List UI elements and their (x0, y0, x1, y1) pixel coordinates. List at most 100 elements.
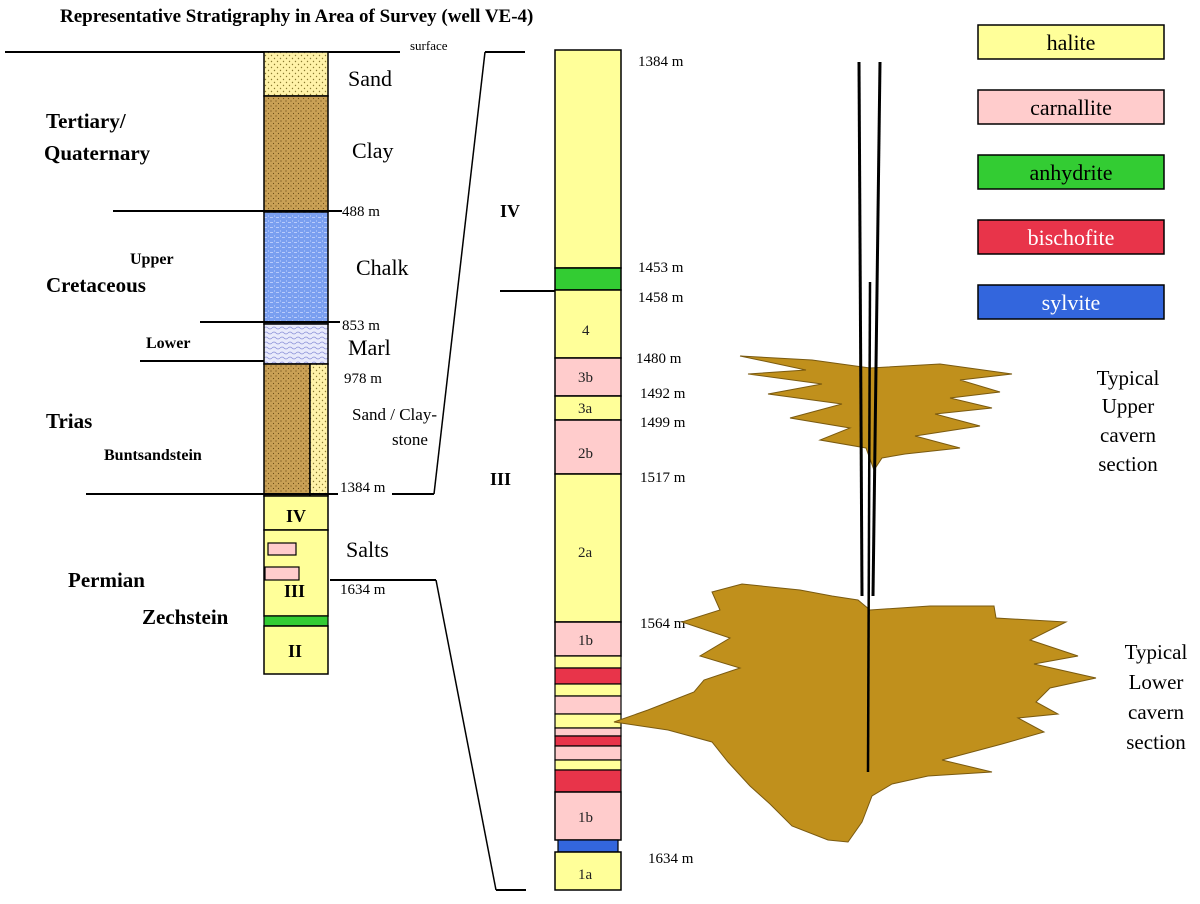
detail-layer-2a (554, 473, 622, 623)
detail-depth-1517: 1517 m (640, 470, 686, 486)
bed-bischofite (554, 735, 622, 747)
era-permian: Permian (68, 568, 145, 592)
depth-1634: 1634 m (340, 582, 386, 598)
legend-label-halite: halite (1047, 30, 1096, 55)
bed-bischofite (554, 667, 622, 685)
bed-carnallite (554, 695, 622, 715)
depth-853: 853 m (342, 318, 380, 334)
lower-cavern-label-2: Lower (1129, 670, 1184, 694)
upper-cavern-label-1: Typical (1097, 366, 1160, 390)
legend-swatch-carnallite (977, 89, 1165, 125)
bed-halite (554, 683, 622, 697)
detail-layer-1b-lower (554, 791, 622, 841)
diagram-title: Representative Stratigraphy in Area of S… (60, 6, 533, 27)
depth-1384: 1384 m (340, 480, 386, 496)
left-stratigraphic-column: surface Tertiary/ Quaternary Upper Creta… (5, 38, 448, 675)
well-pipe-right (871, 61, 882, 597)
era-trias: Trias (46, 409, 92, 433)
legend: halite carnallite anhydrite bischofite sylvi… (977, 24, 1165, 320)
lower-cavern-label-1: Typical (1125, 640, 1188, 664)
bed-carnallite (554, 727, 622, 737)
cavern-labels: Typical Upper cavern section Typical Low… (1097, 366, 1188, 754)
bed-halite (554, 713, 622, 729)
detail-depth-1384: 1384 m (638, 54, 684, 70)
surface-label: surface (410, 38, 448, 53)
era-cretaceous: Cretaceous (46, 273, 146, 297)
legend-swatch-halite (977, 24, 1165, 60)
lith-salts: Salts (346, 537, 389, 562)
bed-carnallite (554, 745, 622, 761)
detail-depth-1492: 1492 m (640, 386, 686, 402)
layer-label-1b-upper: 1b (578, 633, 593, 649)
detail-depth-1634: 1634 m (648, 851, 694, 867)
depth-978: 978 m (344, 371, 382, 387)
claystone-layer (263, 363, 311, 497)
layer-label-1b-lower: 1b (578, 810, 593, 826)
anhydrite-band (263, 615, 329, 627)
carnallite-lens-lower (264, 566, 300, 581)
lith-sand-clay: Sand / Clay- (352, 405, 437, 424)
layer-label-3a: 3a (578, 401, 593, 417)
sand-layer (263, 51, 329, 97)
carnallite-lens-upper (267, 542, 297, 556)
chalk-layer (263, 211, 329, 325)
legend-label-bischofite: bischofite (1028, 225, 1115, 250)
detail-depth-1453: 1453 m (638, 260, 684, 276)
detail-layer-3a (554, 395, 622, 421)
lith-claystone: stone (392, 430, 428, 449)
layer-label-4: 4 (582, 323, 590, 339)
salt-unit-ii (263, 625, 329, 675)
layer-label-2a: 2a (578, 545, 593, 561)
detail-depth-1564: 1564 m (640, 616, 686, 632)
era-quaternary: Quaternary (44, 141, 151, 165)
layer-label-1a: 1a (578, 867, 593, 883)
legend-swatch-sylvite (977, 284, 1165, 320)
unit-iii-left: III (284, 581, 305, 601)
detail-anhydrite (554, 267, 622, 291)
legend-swatch-anhydrite (977, 154, 1165, 190)
detail-depth-1499: 1499 m (640, 415, 686, 431)
detail-halite-iv (554, 49, 622, 269)
lith-clay: Clay (352, 138, 394, 163)
legend-label-carnallite: carnallite (1030, 95, 1112, 120)
legend-swatch-bischofite (977, 219, 1165, 255)
detail-salt-column: 4 3b 3a 2b 2a 1b 1b 1a IV III 1384 m 145… (490, 49, 694, 891)
layer-label-3b: 3b (578, 370, 593, 386)
lith-chalk: Chalk (356, 255, 409, 280)
legend-label-sylvite: sylvite (1042, 290, 1101, 315)
layer-label-2b: 2b (578, 446, 593, 462)
era-upper: Upper (130, 251, 174, 268)
unit-iii-detail: III (490, 469, 511, 489)
detail-sylvite (557, 839, 619, 853)
era-tertiary: Tertiary/ (46, 109, 127, 133)
depth-488: 488 m (342, 204, 380, 220)
lower-cavern-label-4: section (1126, 730, 1186, 754)
era-lower: Lower (146, 335, 190, 352)
detail-depth-1458: 1458 m (638, 290, 684, 306)
lith-sand: Sand (348, 66, 392, 91)
era-buntsandstein: Buntsandstein (104, 447, 202, 464)
upper-cavern-label-4: section (1098, 452, 1158, 476)
upper-cavern-label-2: Upper (1102, 394, 1154, 418)
lith-marl: Marl (348, 335, 391, 360)
upper-cavern-label-3: cavern (1100, 423, 1156, 447)
sandstone-layer (309, 363, 329, 497)
bed-halite (554, 655, 622, 669)
lower-cavern-label-3: cavern (1128, 700, 1184, 724)
detail-layer-1a (554, 851, 622, 891)
legend-label-anhydrite: anhydrite (1029, 160, 1112, 185)
detail-layer-4 (554, 289, 622, 359)
well-pipe-left (857, 61, 864, 597)
clay-layer (263, 95, 329, 213)
unit-iv-left: IV (286, 506, 306, 526)
detail-layer-2b (554, 419, 622, 475)
bed-halite (554, 759, 622, 771)
era-zechstein: Zechstein (142, 605, 229, 629)
marl-layer (263, 323, 329, 365)
detail-depth-1480: 1480 m (636, 351, 682, 367)
well-inner-string (866, 281, 872, 773)
lower-cavern (613, 583, 1097, 843)
unit-iv-detail: IV (500, 201, 520, 221)
